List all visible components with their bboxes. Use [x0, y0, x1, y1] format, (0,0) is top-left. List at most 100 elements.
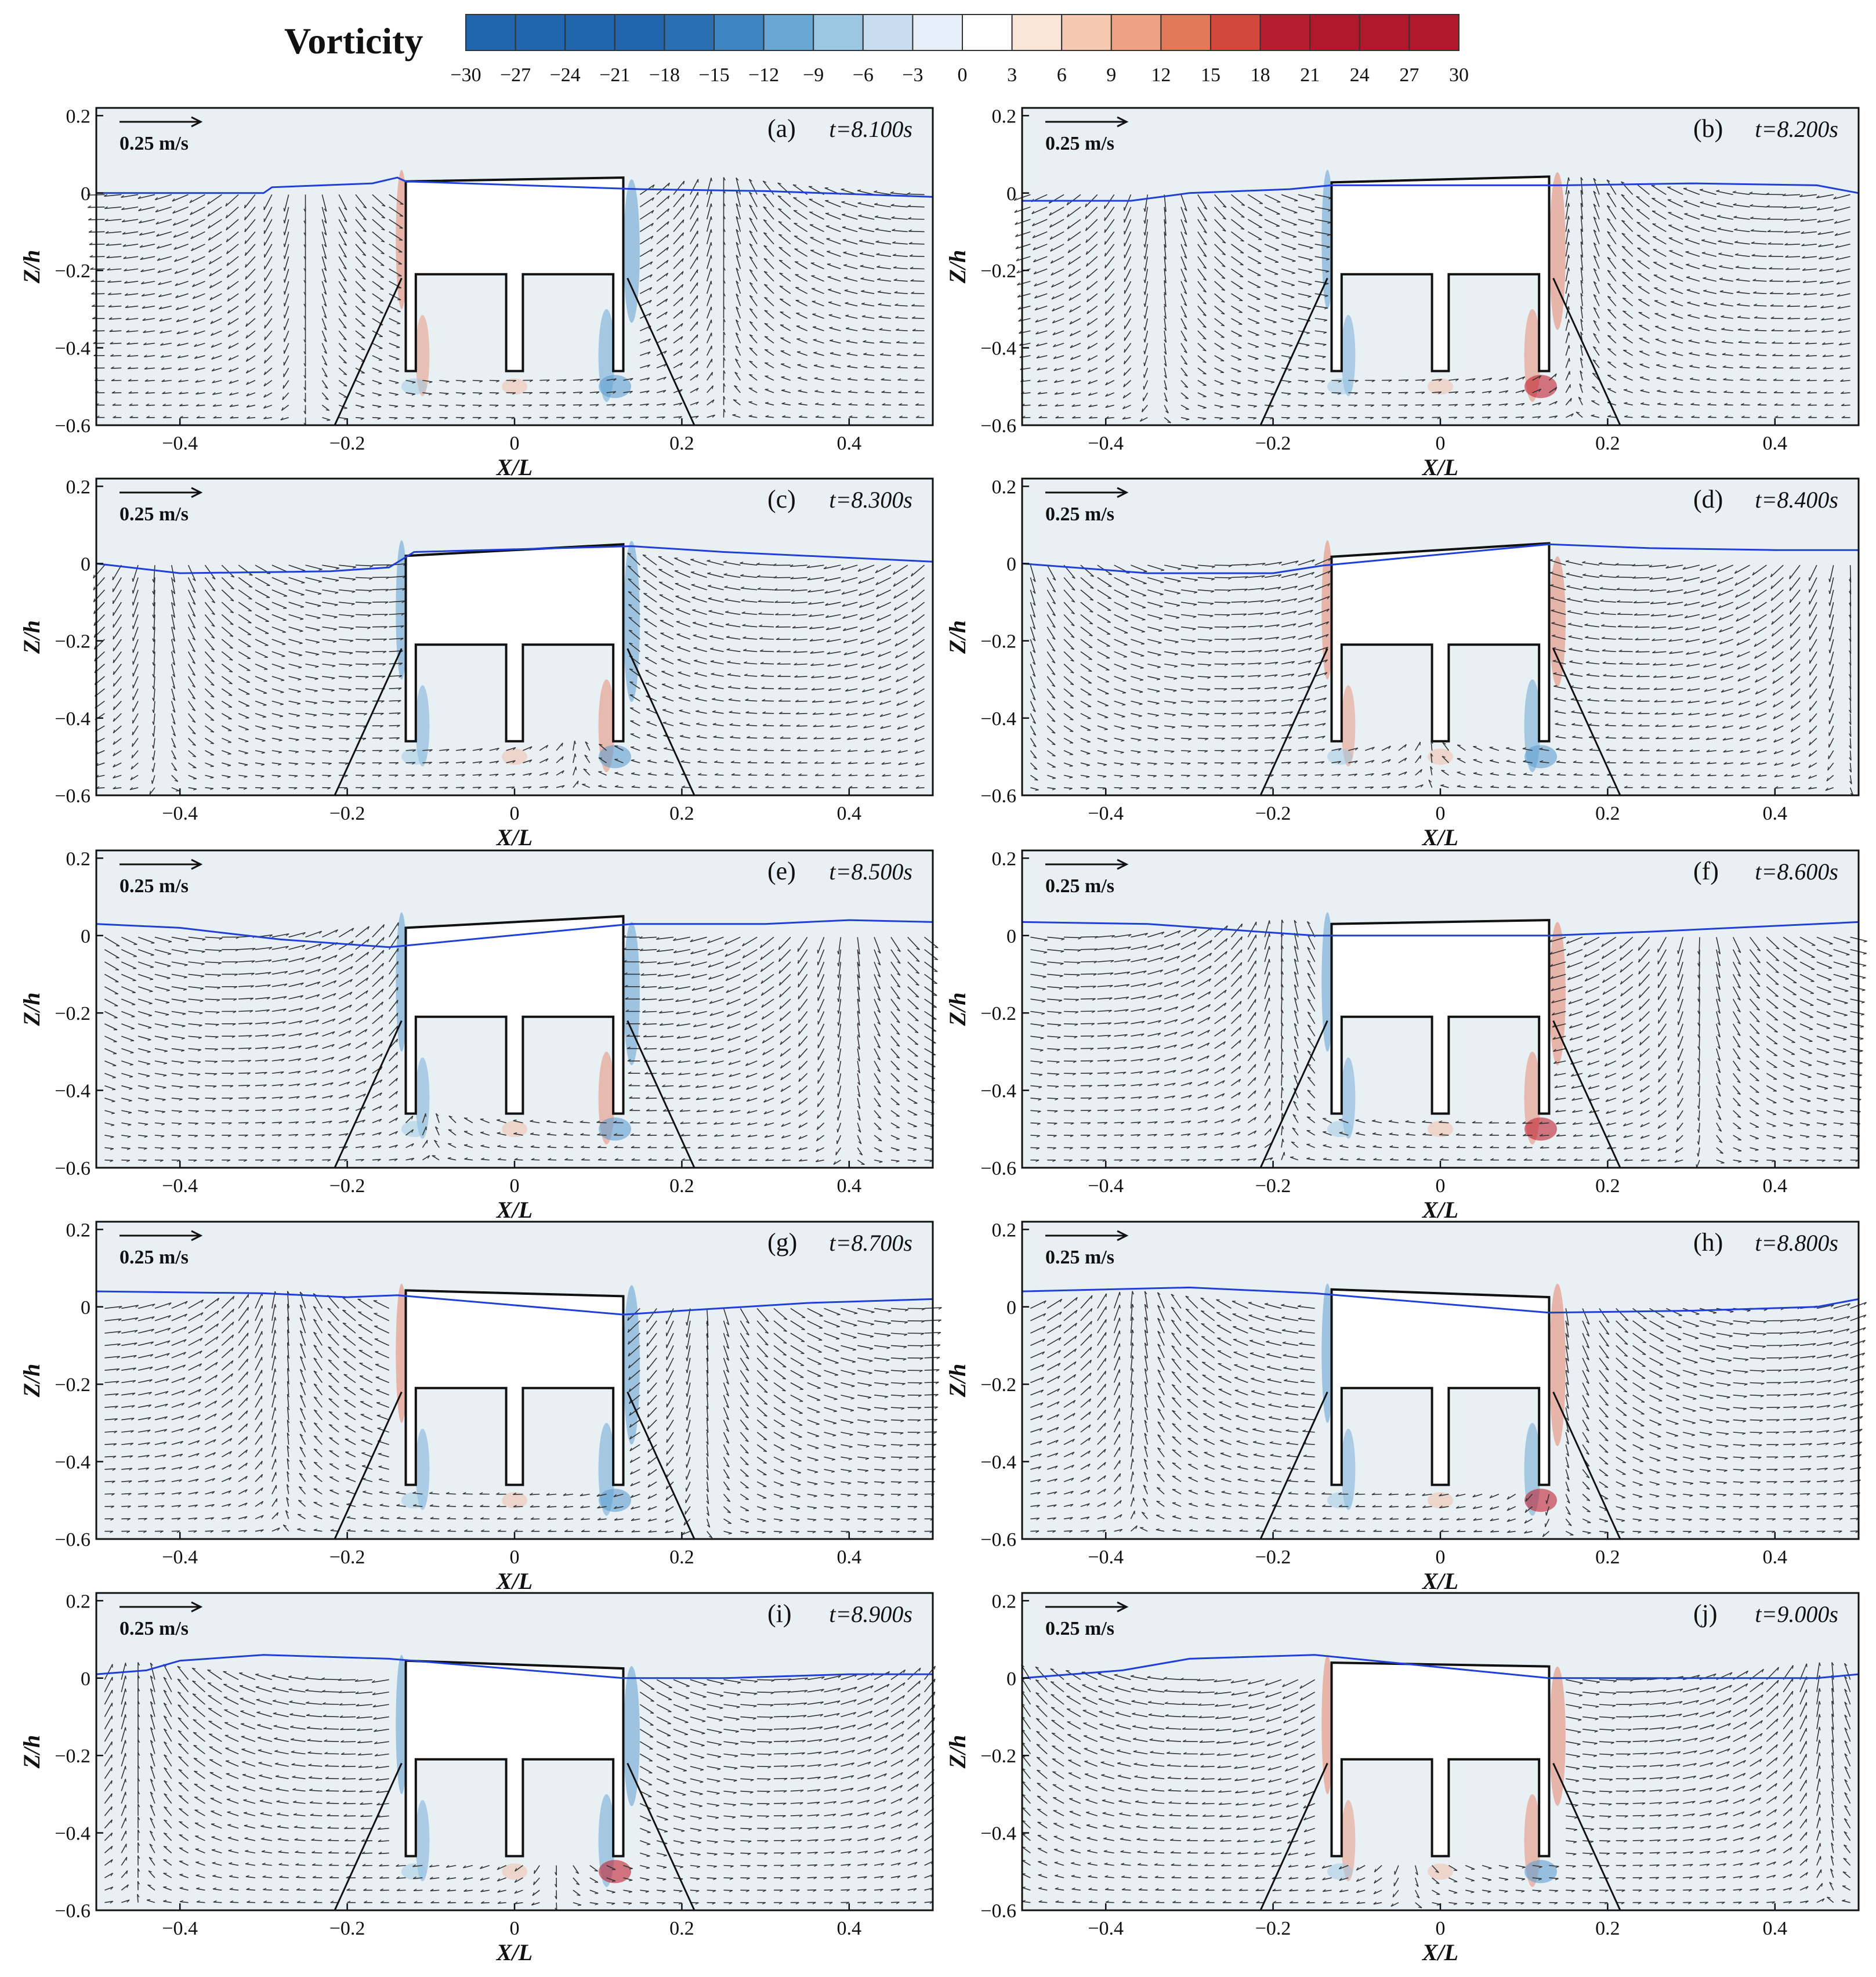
- velocity-arrow-head: [695, 415, 699, 419]
- velocity-arrow-head: [324, 386, 328, 389]
- velocity-arrow-head: [227, 334, 231, 337]
- velocity-arrow: [1573, 774, 1583, 776]
- velocity-arrow: [1589, 749, 1600, 751]
- velocity-arrow: [690, 321, 698, 331]
- velocity-arrow-head: [110, 342, 114, 345]
- velocity-arrow-head: [662, 417, 665, 419]
- velocity-arrow: [657, 403, 666, 406]
- velocity-arrow-head: [494, 417, 498, 419]
- velocity-arrow-head: [1685, 226, 1689, 227]
- velocity-arrow-head: [193, 332, 197, 335]
- velocity-arrow: [698, 774, 707, 776]
- velocity-arrow-head: [1203, 385, 1207, 386]
- velocity-arrow-head: [144, 379, 149, 382]
- velocity-arrow-head: [792, 184, 797, 186]
- velocity-arrow-head: [282, 632, 286, 633]
- velocity-arrow: [656, 324, 668, 331]
- velocity-arrow-head: [649, 313, 652, 316]
- velocity-arrow-head: [862, 327, 866, 330]
- velocity-arrow-head: [711, 306, 712, 310]
- y-tick-label: 0.2: [66, 476, 91, 498]
- velocity-arrow: [144, 355, 155, 358]
- velocity-arrow: [815, 417, 824, 418]
- velocity-arrow-head: [228, 706, 232, 708]
- velocity-arrow-head: [841, 188, 845, 190]
- panel-b: −0.4 −0.2 0 0.2 0.4 0.2 0 −0.2 −0.4 −0.6 X/L Z/h 0.2…: [944, 106, 1860, 480]
- velocity-arrow: [245, 318, 256, 327]
- velocity-arrow: [673, 336, 683, 344]
- velocity-arrow-head: [1652, 197, 1656, 199]
- velocity-arrow: [1524, 787, 1533, 788]
- velocity-arrow: [864, 379, 875, 381]
- velocity-arrow-head: [361, 395, 365, 397]
- velocity-arrow: [765, 375, 774, 381]
- velocity-arrow-head: [680, 336, 683, 340]
- velocity-arrow: [283, 380, 289, 389]
- x-tick-label: −0.4: [162, 803, 198, 824]
- velocity-arrow-head: [749, 321, 753, 324]
- velocity-arrow-head: [212, 380, 215, 383]
- velocity-arrow: [389, 367, 400, 372]
- velocity-arrow-head: [280, 417, 284, 421]
- velocity-arrow-head: [696, 334, 698, 338]
- velocity-arrow: [682, 787, 690, 788]
- velocity-arrow: [264, 318, 273, 329]
- velocity-arrow-head: [495, 404, 499, 407]
- velocity-arrow-head: [110, 366, 114, 369]
- velocity-arrow-head: [324, 363, 328, 366]
- velocity-arrow: [796, 325, 808, 331]
- velocity-arrow: [812, 326, 824, 331]
- time-label: t=8.300s: [829, 487, 912, 513]
- velocity-arrow-head: [1292, 260, 1296, 262]
- velocity-arrow-head: [227, 321, 230, 325]
- colorbar-tick-label: 12: [1151, 64, 1171, 86]
- velocity-arrow-head: [283, 385, 284, 389]
- velocity-arrow-head: [112, 600, 114, 604]
- velocity-arrow: [142, 318, 155, 321]
- velocity-arrow: [765, 362, 774, 368]
- velocity-arrow: [573, 379, 584, 381]
- velocity-arrow-head: [897, 365, 901, 368]
- reference-vector-label: 0.25 m/s: [119, 504, 189, 525]
- velocity-arrow: [640, 390, 650, 393]
- velocity-arrow-head: [529, 379, 533, 382]
- colorbar-tick-label: −9: [803, 64, 824, 86]
- velocity-arrow: [321, 380, 328, 389]
- velocity-arrow: [161, 379, 172, 382]
- velocity-arrow-head: [461, 405, 465, 408]
- vorticity-patch: [415, 314, 430, 396]
- velocity-arrow-head: [881, 390, 885, 393]
- velocity-arrow-head: [827, 251, 831, 252]
- colorbar-swatch: [1061, 14, 1112, 51]
- velocity-arrow: [640, 338, 651, 344]
- velocity-arrow-head: [1273, 298, 1277, 299]
- velocity-arrow-head: [146, 403, 150, 406]
- velocity-arrow: [797, 364, 807, 369]
- velocity-arrow: [355, 330, 365, 339]
- colorbar-swatch: [1359, 14, 1410, 51]
- velocity-arrow: [245, 355, 256, 362]
- velocity-arrow: [746, 725, 758, 726]
- velocity-arrow: [263, 404, 273, 409]
- velocity-arrow-head: [691, 571, 695, 573]
- velocity-arrow: [736, 319, 741, 331]
- velocity-arrow-head: [696, 308, 698, 312]
- velocity-arrow-head: [830, 364, 834, 367]
- velocity-arrow-head: [849, 415, 853, 418]
- velocity-arrow-head: [1489, 746, 1493, 748]
- velocity-arrow-head: [229, 392, 233, 396]
- velocity-arrow: [338, 367, 347, 375]
- vorticity-patch: [502, 378, 527, 395]
- velocity-arrow-head: [211, 368, 215, 372]
- velocity-arrow-head: [879, 340, 883, 343]
- y-axis-label: Z/h: [944, 250, 970, 284]
- y-tick-label: −0.6: [55, 785, 90, 807]
- velocity-arrow: [355, 379, 365, 385]
- velocity-arrow-head: [814, 390, 819, 392]
- velocity-arrow-head: [461, 417, 465, 420]
- velocity-arrow: [372, 392, 382, 396]
- velocity-arrow: [1786, 281, 1801, 283]
- velocity-arrow: [321, 392, 329, 400]
- colorbar-swatch: [813, 14, 864, 51]
- velocity-arrow: [623, 417, 632, 418]
